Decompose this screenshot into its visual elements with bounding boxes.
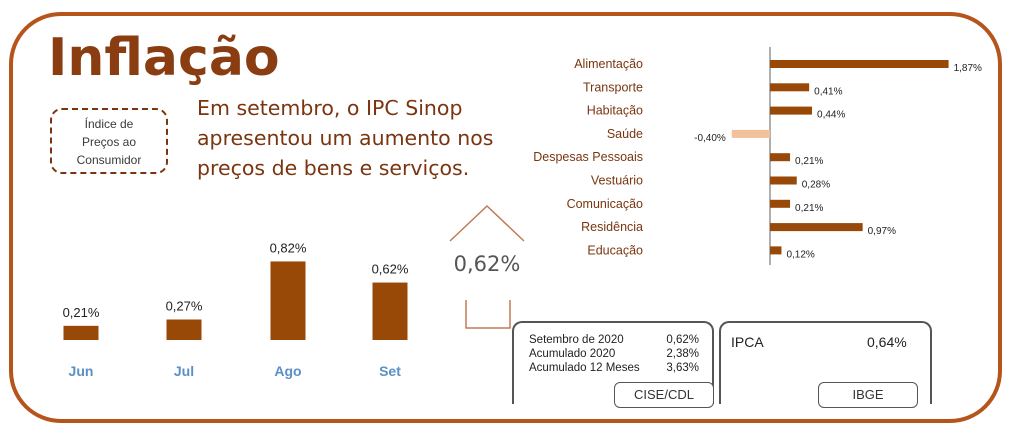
bar-jul	[166, 319, 202, 340]
current-inflation-value: 0,62%	[453, 252, 521, 276]
category-label: Vestuário	[591, 174, 643, 188]
category-label: Transporte	[583, 80, 643, 94]
bar-ago	[270, 261, 306, 340]
index-label-box: Índice de Preços ao Consumidor	[50, 108, 168, 174]
house-outline-icon	[449, 204, 525, 329]
category-label: Comunicação	[567, 197, 643, 211]
bar-jun	[63, 325, 99, 340]
bar-vestuário	[770, 176, 797, 185]
data-label: 0,28%	[802, 180, 830, 191]
x-tick-label: Ago	[274, 363, 301, 379]
page-title: Inflação	[48, 28, 280, 88]
category-label: Habitação	[587, 104, 643, 118]
cise-source-tab: CISE/CDL	[614, 382, 714, 408]
rounded-frame	[9, 12, 1002, 423]
category-label: Despesas Pessoais	[533, 150, 643, 164]
summary-value: 2,38%	[666, 348, 699, 360]
summary-value: 3,63%	[666, 362, 699, 374]
headline: Em setembro, o IPC Sinop apresentou um a…	[197, 93, 527, 183]
category-label: Alimentação	[574, 57, 643, 71]
bar-alimentação	[770, 60, 949, 68]
data-label: 1,87%	[954, 63, 982, 74]
data-label: 0,41%	[814, 86, 842, 97]
x-tick-label: Jun	[69, 363, 94, 379]
summary-value: 0,62%	[666, 334, 699, 346]
data-label: 0,21%	[63, 305, 100, 320]
bar-educação	[770, 246, 782, 255]
summary-label: Acumulado 2020	[529, 348, 616, 360]
data-label: -0,40%	[694, 133, 726, 144]
summary-row: Acumulado 12 Meses 3,63%	[514, 361, 712, 375]
monthly-x-axis: Jun Jul Ago Set	[69, 363, 402, 379]
bar-set	[372, 282, 408, 340]
data-label: 0,21%	[795, 156, 823, 167]
ibge-summary-box	[719, 321, 932, 404]
category-label: Educação	[587, 243, 643, 257]
monthly-bar-chart: 0,21% 0,27% 0,82% 0,62%	[63, 240, 409, 340]
summary-row: Acumulado 2020 2,38%	[514, 347, 712, 361]
data-label: 0,21%	[795, 203, 823, 214]
index-label-line: Consumidor	[76, 153, 142, 167]
bar-transporte	[770, 83, 810, 92]
data-label: 0,44%	[817, 110, 845, 121]
summary-label: Setembro de 2020	[529, 334, 624, 346]
bar-saúde	[731, 129, 770, 138]
data-label: 0,27%	[166, 299, 203, 314]
ipca-label: IPCA	[731, 334, 764, 350]
bar-comunicação	[770, 199, 791, 208]
bar-despesas-pessoais	[770, 153, 791, 162]
headline-line: preços de bens e serviços.	[197, 156, 470, 180]
ipca-value: 0,64%	[867, 334, 907, 350]
data-label: 0,82%	[270, 240, 307, 255]
summary-label: Acumulado 12 Meses	[529, 362, 640, 374]
x-tick-label: Set	[379, 363, 401, 379]
index-label-line: Preços ao	[81, 135, 137, 149]
bar-habitação	[770, 106, 813, 115]
cise-summary-box: Setembro de 2020 0,62% Acumulado 2020 2,…	[512, 321, 714, 404]
category-label: Saúde	[607, 127, 643, 141]
data-label: 0,12%	[786, 249, 814, 260]
headline-line: Em setembro, o IPC Sinop	[197, 96, 463, 120]
category-label: Residência	[581, 220, 643, 234]
data-label: 0,62%	[372, 262, 409, 277]
ibge-source-tab: IBGE	[818, 382, 918, 408]
x-tick-label: Jul	[174, 363, 194, 379]
headline-line: apresentou um aumento nos	[197, 126, 494, 150]
data-label: 0,97%	[868, 226, 896, 237]
index-label-line: Índice de	[84, 117, 134, 131]
category-bar-chart: Alimentação 1,87% Transporte 0,41% Habitação…	[533, 47, 982, 265]
bar-residência	[770, 223, 863, 232]
summary-row: Setembro de 2020 0,62%	[514, 333, 712, 347]
